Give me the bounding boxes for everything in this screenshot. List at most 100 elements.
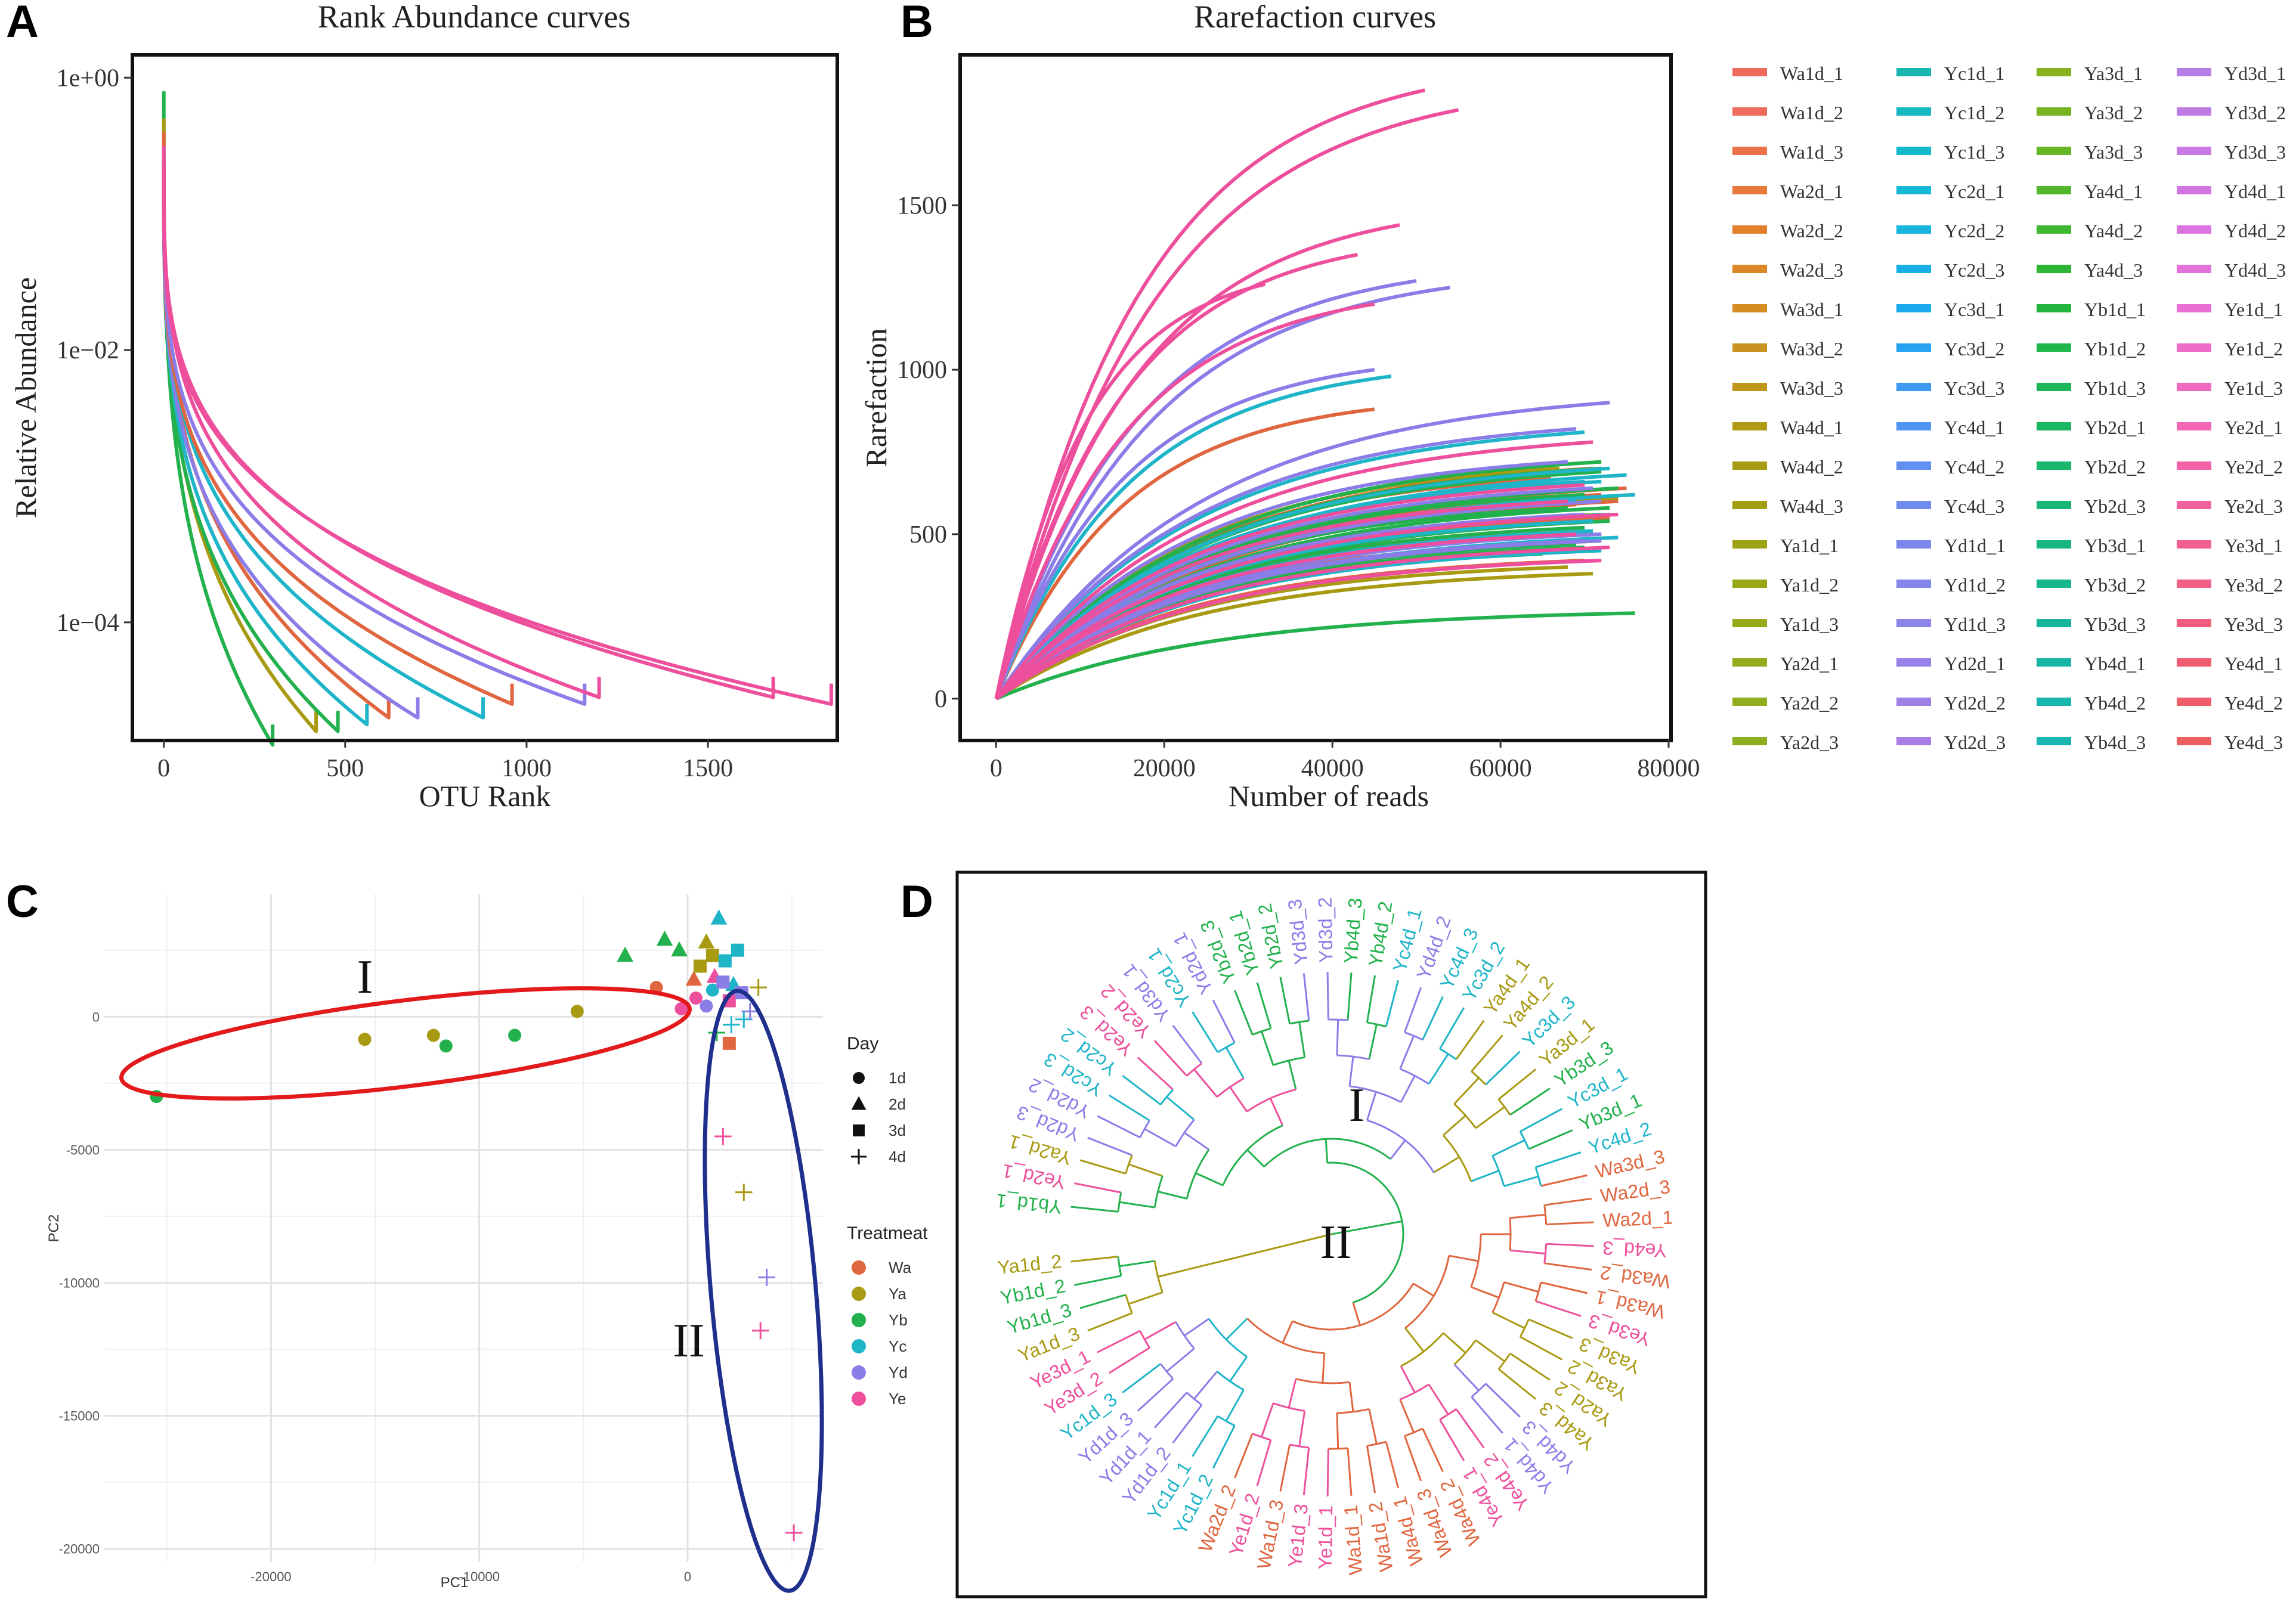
rarefaction-x-tick-label: 20000	[1133, 755, 1196, 782]
dendrogram-branch	[1475, 1339, 1505, 1362]
rarefaction-frame	[958, 53, 1673, 742]
dendrogram-arc	[1139, 1120, 1150, 1138]
pca-point-Yd-square	[716, 975, 730, 989]
dendrogram-branch	[1298, 1021, 1306, 1058]
legend-swatch	[2177, 461, 2211, 470]
legend-label-Yd1d_3: Yd1d_3	[1944, 614, 2006, 635]
dendrogram-branch	[1366, 1091, 1377, 1121]
dendrogram-branch	[1439, 1007, 1465, 1049]
pca-point-Ye-plus	[785, 1524, 803, 1542]
dendrogram-branch	[1347, 972, 1353, 1021]
legend-label-Ye2d_2: Ye2d_2	[2224, 456, 2283, 478]
legend-label-Wa2d_1: Wa2d_1	[1780, 181, 1843, 202]
dendrogram-arc	[1159, 1089, 1174, 1105]
dendrogram-arc	[1175, 1321, 1195, 1349]
dendrogram-leaf-Ya1d_2: Ya1d_2	[997, 1250, 1063, 1278]
dendrogram-branch	[1074, 1275, 1122, 1286]
legend-label-Ye3d_3: Ye3d_3	[2224, 614, 2283, 635]
legend-label-Wa1d_3: Wa1d_3	[1780, 141, 1843, 163]
dendrogram-arc	[1497, 1098, 1511, 1116]
legend-swatch	[2037, 580, 2071, 588]
legend-swatch	[2177, 147, 2211, 155]
rank-abundance-y-tick-label: 1e−04	[57, 609, 119, 637]
legend-swatch	[1732, 698, 1767, 706]
dendrogram-branch	[1400, 1075, 1416, 1103]
legend-label-Ye1d_1: Ye1d_1	[2224, 299, 2283, 320]
pca-point-Ya-circle	[426, 1028, 440, 1042]
dendrogram-branch	[1225, 1046, 1245, 1079]
legend-swatch	[2037, 658, 2071, 667]
legend-swatch	[1896, 422, 1931, 430]
legend-label-Yd2d_1: Yd2d_1	[1944, 653, 2006, 674]
dendrogram-branch	[1492, 1312, 1525, 1329]
legend-label-Yb3d_3: Yb3d_3	[2084, 614, 2146, 635]
rarefaction-curve-Ye1d_2	[994, 108, 1459, 699]
rarefaction-curve-Yd4d_3	[995, 546, 1610, 701]
dendrogram-branch	[1528, 1318, 1573, 1339]
rarefaction-legend: Wa1d_1 Wa1d_2 Wa1d_3 Wa2d_1 Wa2d_2 Wa2d_3 Wa3d…	[1732, 63, 2286, 753]
dendrogram-branch	[1184, 1318, 1209, 1337]
dendrogram-branch	[1288, 1060, 1297, 1090]
dendrogram-branch	[1322, 1353, 1326, 1383]
pca-y-tick-label: -15000	[58, 1409, 100, 1424]
legend-label-Wa1d_1: Wa1d_1	[1780, 63, 1843, 84]
legend-label-Yc4d_1: Yc4d_1	[1944, 417, 2004, 438]
dendrogram-branch	[1509, 1213, 1546, 1219]
rank-abundance-title: Rank Abundance curves	[318, 0, 631, 35]
legend-label-Yb2d_3: Yb2d_3	[2084, 495, 2146, 517]
dendrogram-leaf-Wa2d_3: Wa2d_3	[1599, 1176, 1672, 1207]
legend-label-Ye2d_3: Ye2d_3	[2224, 495, 2283, 517]
rarefaction-x-tick-label: 40000	[1301, 755, 1364, 782]
dendrogram-leaf-Wa2d_1: Wa2d_1	[1602, 1207, 1674, 1231]
dendrogram-branch	[1172, 1024, 1203, 1064]
rarefaction-curve-Ye3d_2	[995, 483, 1585, 700]
pca-point-Ye-plus	[714, 1127, 732, 1145]
pca-x-tick-label: 0	[684, 1569, 691, 1584]
dendrogram-branch	[1404, 987, 1422, 1033]
panel-label-c: C	[6, 876, 39, 927]
legend-swatch	[1732, 580, 1767, 588]
dendrogram-branch	[1546, 1243, 1594, 1247]
rarefaction-y-tick-label: 1000	[897, 357, 947, 384]
pca-legend-treatment-label: Ye	[889, 1390, 906, 1408]
pca-legend-day-key	[853, 1124, 865, 1136]
legend-label-Yd2d_3: Yd2d_3	[1944, 732, 2006, 753]
legend-swatch	[2037, 68, 2071, 76]
legend-label-Ya2d_3: Ya2d_3	[1780, 732, 1839, 753]
legend-swatch	[1896, 461, 1931, 470]
legend-swatch	[2037, 304, 2071, 312]
dendrogram-branch	[1122, 1075, 1162, 1105]
dendrogram-branch	[1229, 1086, 1248, 1113]
rarefaction-curve-Ye2d_3	[994, 302, 1375, 699]
pca-point-Ye-plus	[751, 1322, 769, 1340]
rarefaction-x-tick-label: 80000	[1638, 755, 1700, 782]
legend-swatch	[2177, 225, 2211, 234]
legend-swatch	[2177, 68, 2211, 76]
dendrogram-branch	[1453, 1077, 1480, 1105]
pca-point-Ya-triangle	[698, 933, 715, 949]
dendrogram-branch	[1137, 1056, 1174, 1090]
dendrogram-branch	[1128, 1291, 1163, 1305]
legend-swatch	[1896, 186, 1931, 194]
legend-label-Yb1d_1: Yb1d_1	[2084, 299, 2146, 320]
pca-point-Ya-plus	[750, 978, 768, 996]
legend-swatch	[1732, 186, 1767, 194]
legend-label-Yb2d_1: Yb2d_1	[2084, 417, 2146, 438]
legend-label-Yd1d_1: Yd1d_1	[1944, 535, 2006, 556]
rarefaction-curve-Yd4d_1	[995, 539, 1585, 701]
legend-swatch	[1896, 147, 1931, 155]
rank-abundance-x-ticks: 0 500 1000 1500	[157, 739, 733, 782]
dendrogram-leaf-Yd3d_2: Yd3d_2	[1314, 897, 1337, 963]
dendrogram-branch	[1108, 1347, 1150, 1374]
legend-swatch	[1896, 619, 1931, 627]
dendrogram-branch	[1509, 1249, 1546, 1255]
dendrogram-branch	[1153, 1040, 1188, 1077]
legend-label-Ye2d_1: Ye2d_1	[2224, 417, 2283, 438]
legend-swatch	[2177, 501, 2211, 509]
dendrogram-root-branch	[1331, 1220, 1403, 1235]
dendrogram-branch	[1544, 1197, 1592, 1206]
legend-swatch	[1896, 107, 1931, 116]
dendrogram-branch	[1260, 1403, 1274, 1437]
legend-swatch	[2037, 343, 2071, 352]
legend-label-Ye4d_2: Ye4d_2	[2224, 692, 2283, 714]
